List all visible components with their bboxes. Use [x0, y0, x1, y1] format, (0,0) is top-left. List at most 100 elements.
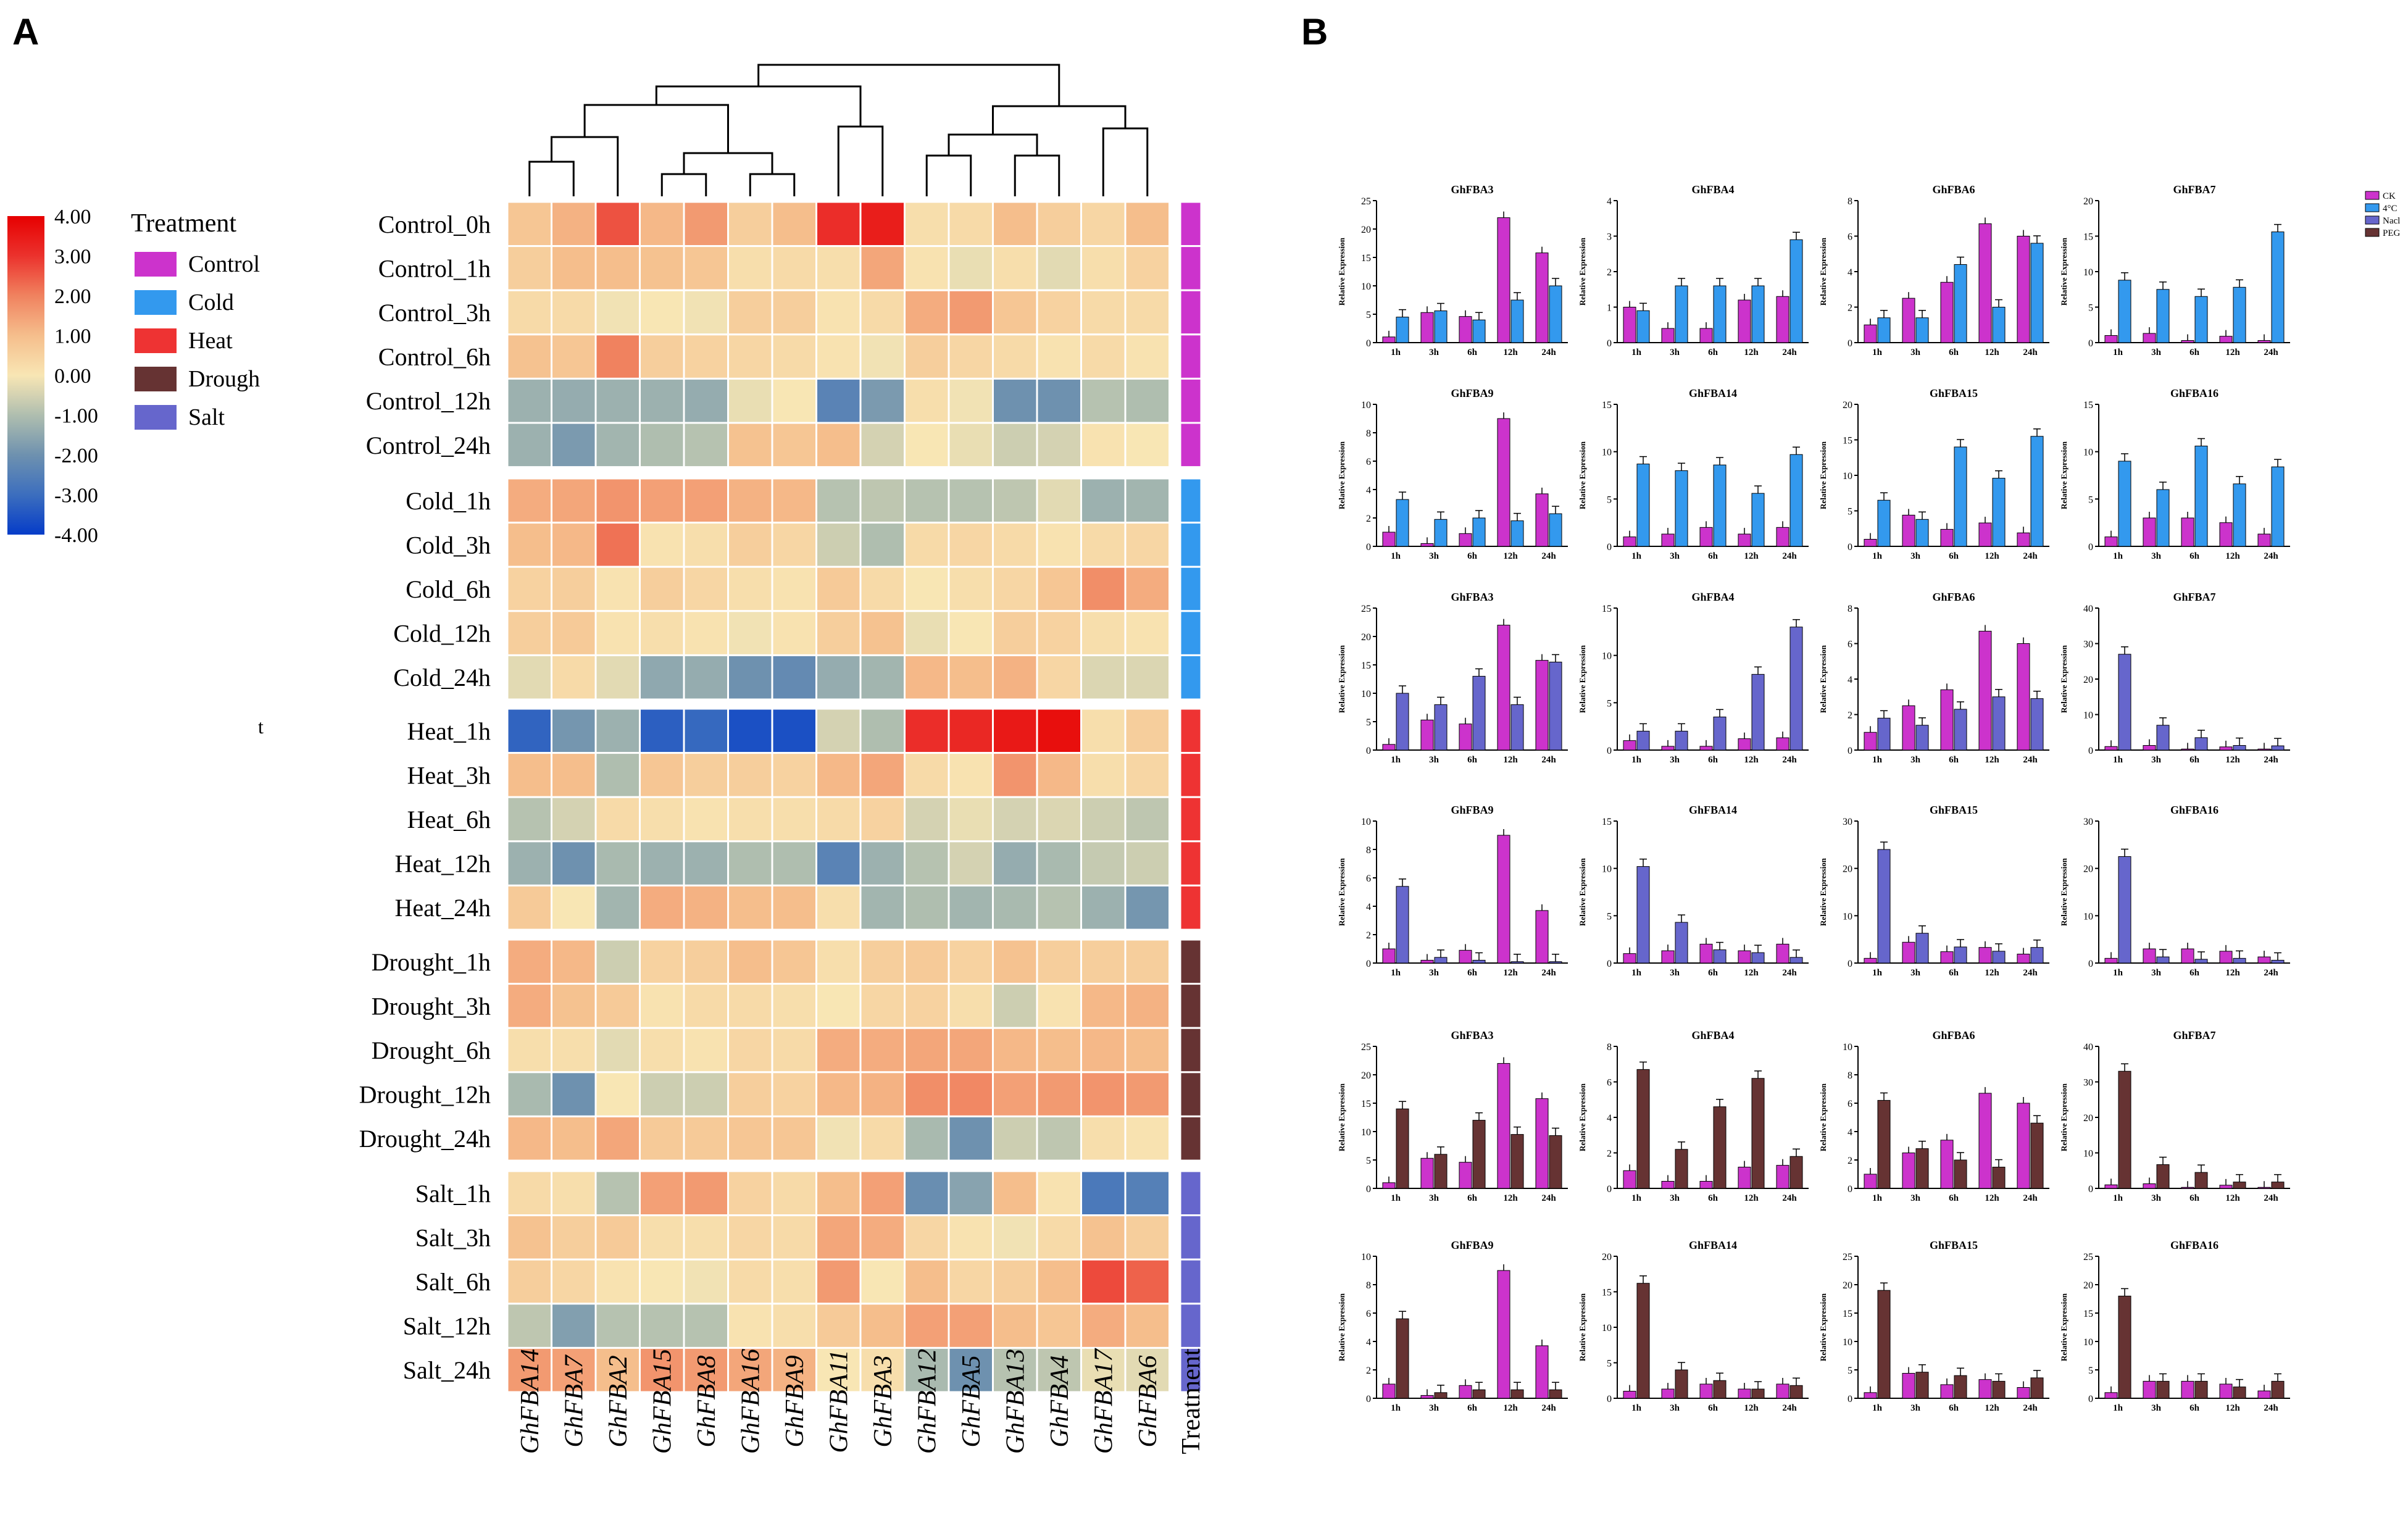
heatmap-cell [859, 1115, 906, 1162]
bar-y-tick-label: 20 [1361, 225, 1371, 235]
heatmap-cell [948, 1258, 994, 1305]
heatmap-cell [992, 840, 1038, 886]
heatmap-cell [551, 610, 597, 656]
heatmap-cell [506, 752, 552, 798]
bar-x-tick-label: 6h [1467, 1403, 1478, 1413]
heatmap-cell [1036, 201, 1082, 248]
bar-y-tick-label: 30 [2083, 817, 2093, 827]
bar-y-tick-label: 5 [1366, 1156, 1371, 1166]
heatmap-cell [815, 289, 862, 336]
heatmap-cell [551, 522, 597, 568]
bar-y-label: Relative Expression [1337, 645, 1346, 713]
bar-y-tick-label: 15 [1361, 253, 1371, 264]
bar-y-tick-label: 10 [1602, 1323, 1612, 1333]
bar-treatment [1675, 470, 1688, 547]
bar-ck [1699, 746, 1713, 751]
bar-treatment [1789, 239, 1803, 343]
bar-ck [1661, 1388, 1675, 1399]
treatment-annotation-cell [1179, 377, 1202, 424]
bar-ck [1978, 1379, 1992, 1399]
bar-y-tick-label: 5 [1607, 1359, 1612, 1369]
bar-treatment [2194, 445, 2208, 547]
bar-x-tick-label: 3h [2151, 1403, 2162, 1413]
bar-x-tick-label: 12h [1503, 1403, 1518, 1413]
heatmap-cell [594, 1115, 641, 1162]
heatmap-cell [815, 565, 862, 612]
heatmap-cell [1080, 1258, 1127, 1305]
bar-y-label: Relative Expression [2059, 857, 2068, 926]
bar-treatment [1992, 307, 2006, 343]
heatmap-cell [683, 422, 729, 469]
heatmap-cell [1080, 884, 1127, 931]
heatmap-cell [683, 1115, 729, 1162]
bar-x-tick-label: 24h [1782, 348, 1797, 357]
bar-y-tick-label: 4 [1366, 902, 1371, 912]
bar-treatment [1434, 1392, 1448, 1399]
bar-treatment [1915, 1148, 1929, 1189]
heatmap-cell [859, 1258, 906, 1305]
heatmap-cell [727, 796, 773, 843]
heatmap-cell [948, 289, 994, 336]
heatmap-column-label: GhFBA2 [604, 1355, 633, 1447]
bar-ck [1459, 1385, 1472, 1399]
bar-ck [1940, 528, 1954, 547]
heatmap-cell [1124, 840, 1170, 886]
bar-y-tick-label: 10 [1843, 1042, 1852, 1053]
bar-y-tick-label: 2 [1607, 267, 1612, 278]
bar-ck [1420, 959, 1434, 964]
bar-ck [1497, 418, 1510, 547]
bar-y-tick-label: 15 [2083, 232, 2093, 243]
dendrogram-link [749, 173, 796, 196]
heatmap-panel: Control_0h Control_1h Control_3h Control_6h… [7, 64, 1206, 1454]
bar-treatment [2156, 489, 2170, 547]
bar-x-tick-label: 3h [1670, 755, 1680, 765]
heatmap-cell [727, 377, 773, 424]
bar-y-label: Relative Expression [1578, 645, 1587, 713]
heatmap-cell [551, 565, 597, 612]
heatmap-cell [1124, 422, 1170, 469]
heatmap-cell [904, 1115, 950, 1162]
bar-y-label: Relative Expression [2059, 441, 2068, 509]
bar-treatment [1675, 285, 1688, 343]
bar-treatment [2118, 461, 2131, 547]
heatmap-cell [594, 333, 641, 380]
bar-y-tick-label: 10 [2083, 911, 2093, 922]
heatmap-cell [948, 477, 994, 524]
heatmap-row-label: Heat_3h [407, 761, 491, 789]
bar-treatment [2118, 1295, 2131, 1399]
bar-y-tick-label: 5 [2088, 494, 2093, 505]
heatmap-row-label: Control_12h [366, 387, 491, 415]
bar-treatment [2118, 1070, 2131, 1189]
bar-x-tick-label: 3h [2151, 968, 2162, 978]
bar-x-tick-label: 12h [2225, 755, 2240, 765]
bar-y-tick-label: 5 [2088, 1366, 2093, 1376]
heatmap-cell [551, 201, 597, 248]
bar-subplot-title: GhFBA16 [2170, 1239, 2218, 1251]
bar-ck [1940, 282, 1954, 343]
heatmap-cell [904, 752, 950, 798]
heatmap-cell [859, 245, 906, 291]
heatmap-cell [727, 938, 773, 985]
bar-y-tick-label: 0 [1848, 338, 1852, 349]
bar-treatment [1877, 1099, 1891, 1189]
dendrogram-link [837, 125, 884, 196]
bar-y-tick-label: 10 [1361, 1252, 1371, 1262]
bar-treatment [1751, 952, 1765, 964]
bar-x-tick-label: 6h [1949, 755, 1959, 765]
heatmap-cell [1080, 840, 1127, 886]
dendrogram-link [655, 85, 862, 127]
bar-x-tick-label: 3h [1910, 348, 1921, 357]
bar-y-tick-label: 8 [1366, 1280, 1371, 1291]
bar-x-tick-label: 1h [1391, 551, 1401, 561]
bar-y-tick-label: 10 [1361, 689, 1371, 699]
legend-label: Heat [188, 328, 233, 354]
bar-ck [1940, 1140, 1954, 1189]
heatmap-cell [1124, 201, 1170, 248]
heatmap-cell [1080, 201, 1127, 248]
bar-y-tick-label: 4 [1607, 1113, 1612, 1124]
heatmap-cell [1124, 884, 1170, 931]
heatmap-cell [594, 565, 641, 612]
dendrogram-link [925, 154, 972, 196]
treatment-annotation-cell [1179, 1115, 1202, 1162]
